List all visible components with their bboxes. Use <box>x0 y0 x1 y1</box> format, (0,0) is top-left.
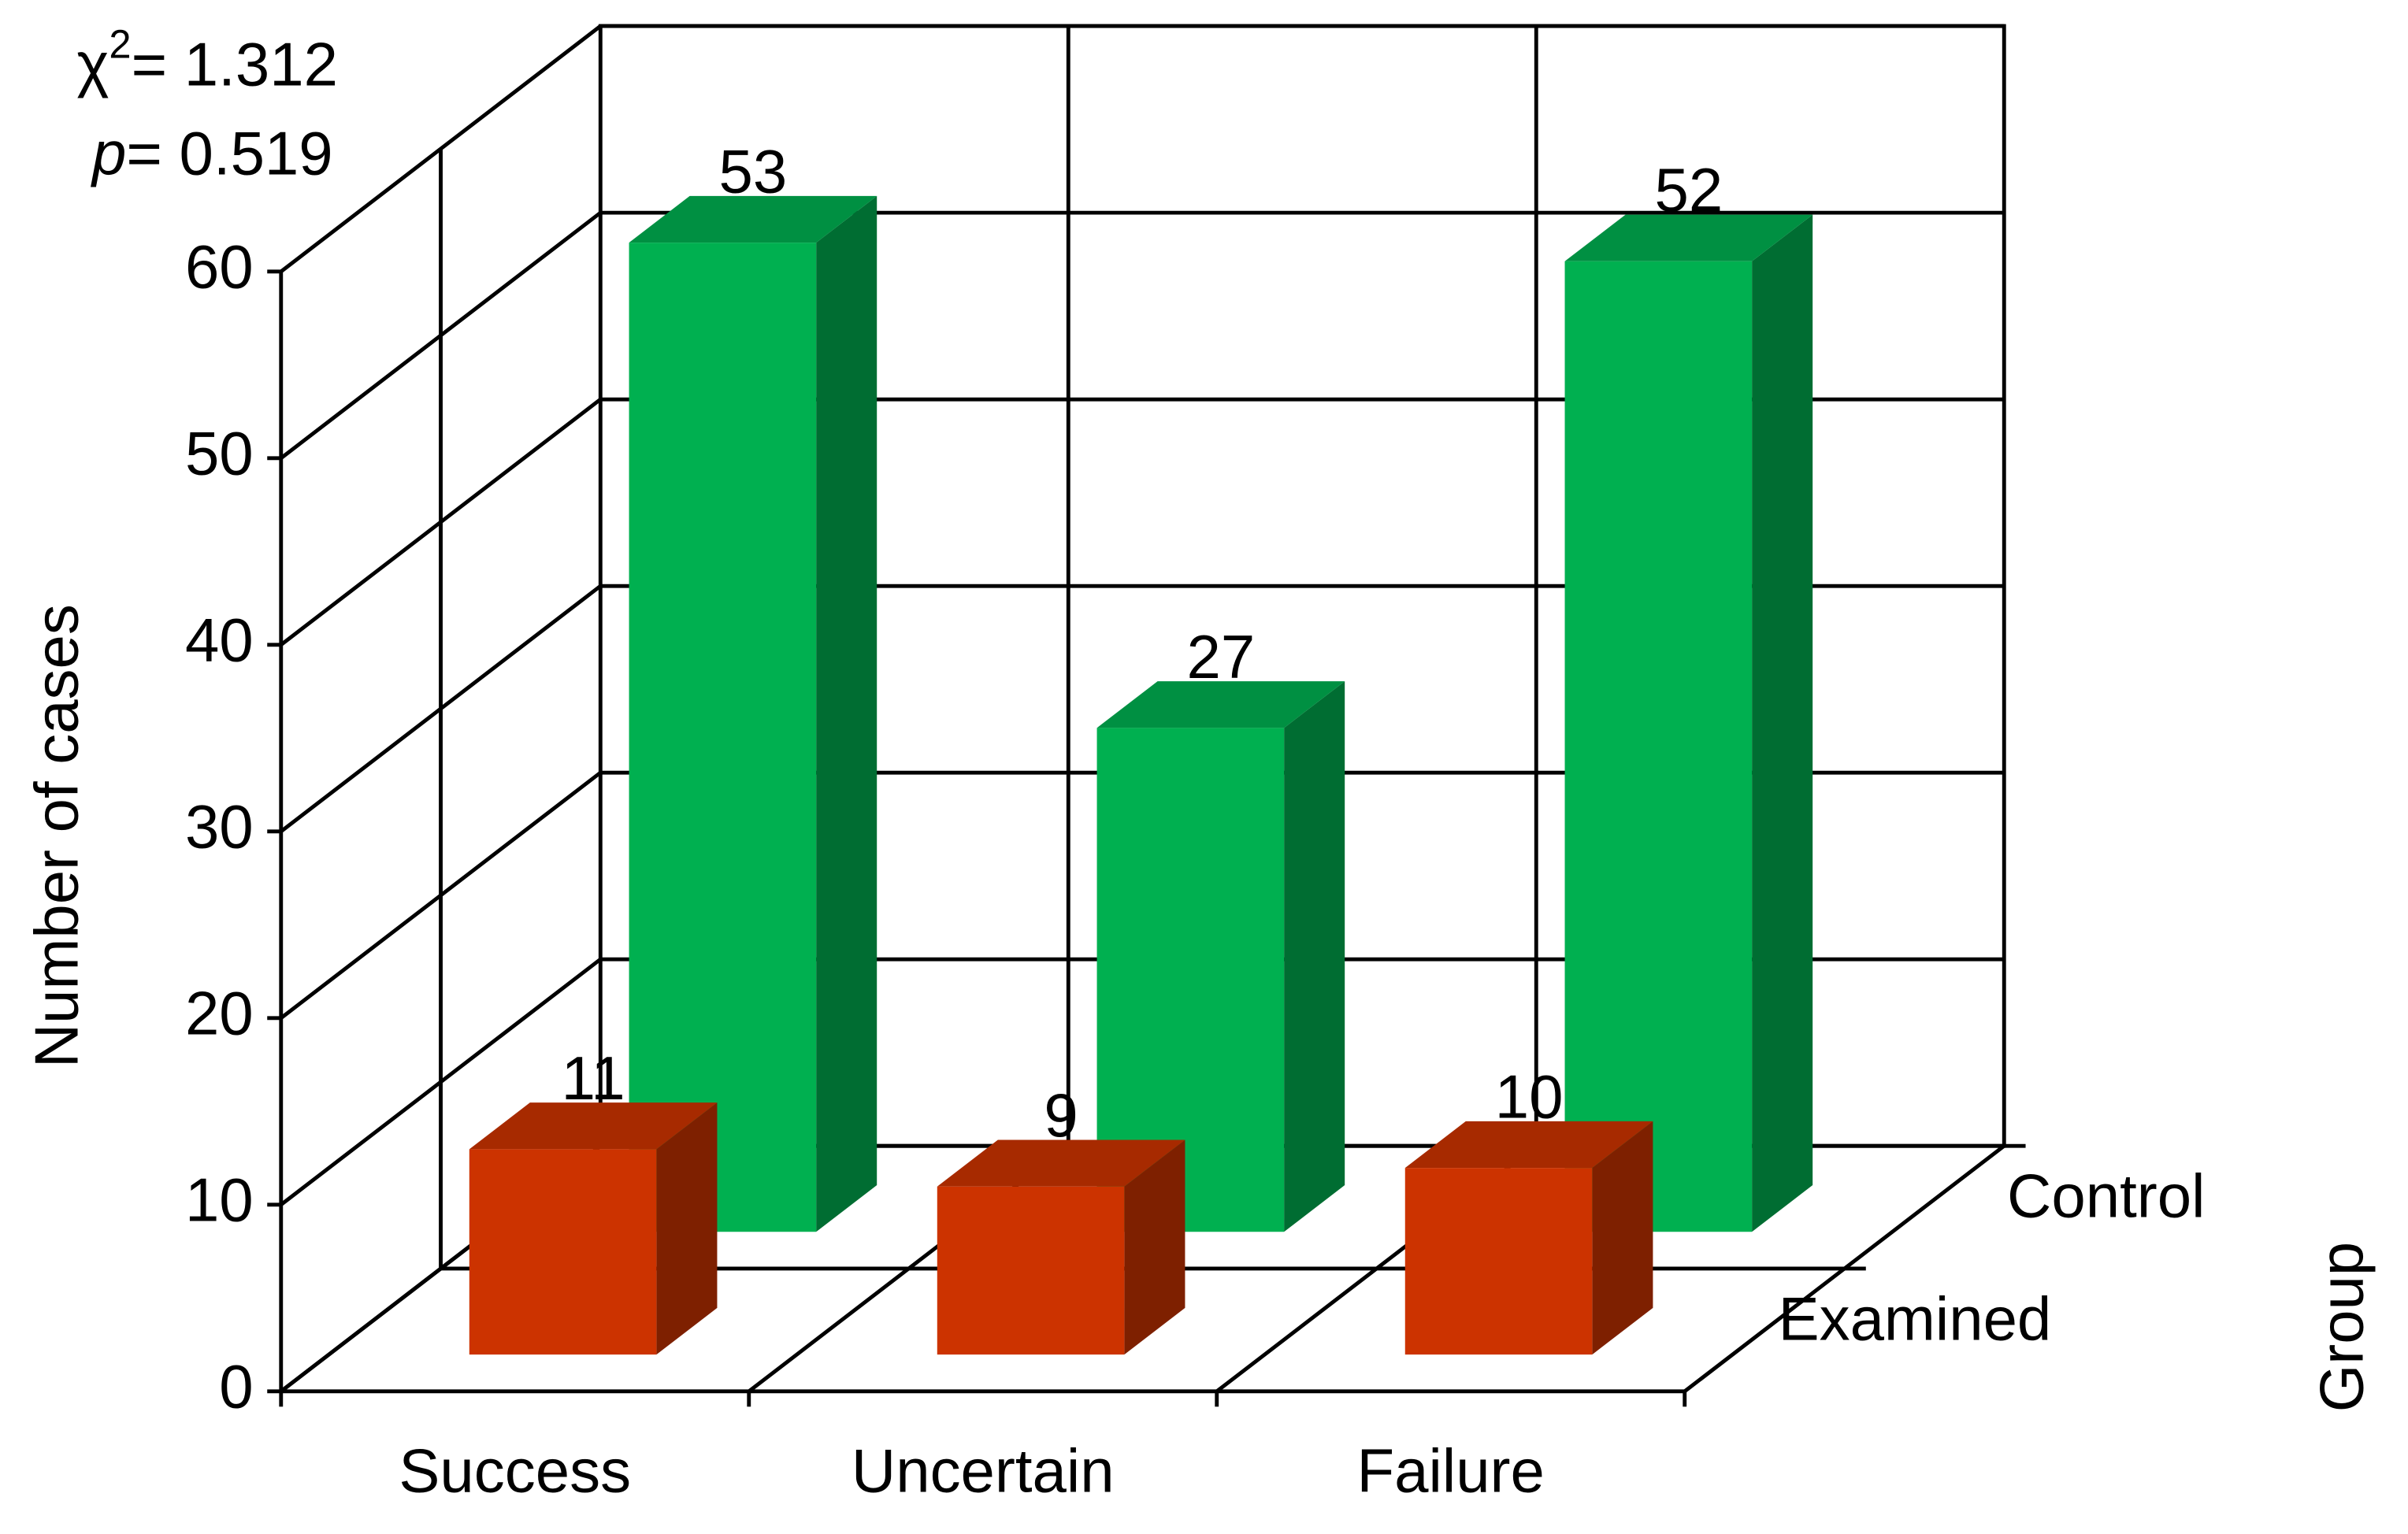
y-tick-label: 40 <box>185 605 254 674</box>
bar-top <box>1096 681 1345 728</box>
chi-power: 2 <box>109 22 131 67</box>
x-tick-label: Failure <box>1357 1436 1545 1506</box>
data-label: 53 <box>719 137 788 206</box>
bar-front <box>1564 261 1753 1232</box>
bar-front <box>469 1149 657 1355</box>
grid-line <box>280 770 2005 1020</box>
bar-front <box>629 243 817 1232</box>
bar-side <box>656 1102 718 1355</box>
y-tick-label: 20 <box>185 978 254 1047</box>
bar <box>629 195 877 1232</box>
y-tick-label: 60 <box>185 232 254 301</box>
data-label: 27 <box>1186 622 1255 691</box>
y-axis-title: Number of cases <box>22 604 91 1068</box>
data-label: 52 <box>1654 155 1723 224</box>
y-tick-label: 50 <box>185 418 254 487</box>
bar-side <box>1752 214 1813 1232</box>
bar-side <box>1284 681 1345 1232</box>
chi-symbol: χ <box>76 29 109 98</box>
bar <box>1096 681 1345 1232</box>
bar-side <box>1592 1121 1653 1355</box>
bar-top <box>1404 1121 1653 1169</box>
p-annotation: p= 0.519 <box>91 118 333 187</box>
bar-front <box>1404 1168 1593 1355</box>
bar-top <box>1564 214 1813 261</box>
y-tick-label: 10 <box>185 1165 254 1234</box>
bar-front <box>937 1186 1125 1355</box>
y-tick-label: 0 <box>219 1351 253 1421</box>
depth-label: Control <box>2007 1162 2205 1231</box>
bar-front <box>1096 728 1285 1232</box>
bar <box>1564 214 1813 1232</box>
grid-line <box>280 210 2005 460</box>
bar <box>469 1102 718 1355</box>
depth-label: Examined <box>1779 1284 2052 1353</box>
bar-top <box>629 195 877 243</box>
bar <box>1404 1121 1653 1355</box>
data-label: 10 <box>1495 1062 1564 1132</box>
depth-axis-title: Group <box>2307 1242 2376 1413</box>
grid-line <box>280 584 2005 833</box>
chi-value: = 1.312 <box>132 29 338 98</box>
x-tick-label: Success <box>399 1436 631 1506</box>
bar-side <box>1124 1139 1185 1355</box>
grid-line <box>280 957 2005 1206</box>
data-label: 11 <box>562 1043 625 1113</box>
data-label: 9 <box>1044 1080 1078 1150</box>
p-value: = 0.519 <box>126 118 332 187</box>
p-symbol: p <box>91 118 126 187</box>
bar-top <box>469 1102 718 1150</box>
bar-top <box>937 1139 1185 1187</box>
x-tick-label: Uncertain <box>852 1436 1115 1506</box>
bar-side <box>816 195 877 1232</box>
grid-line <box>280 24 2005 273</box>
chi-annotation: χ2= 1.312 <box>76 22 337 98</box>
y-tick-label: 30 <box>185 791 254 861</box>
bar <box>937 1139 1185 1355</box>
grid-line <box>280 397 2005 647</box>
